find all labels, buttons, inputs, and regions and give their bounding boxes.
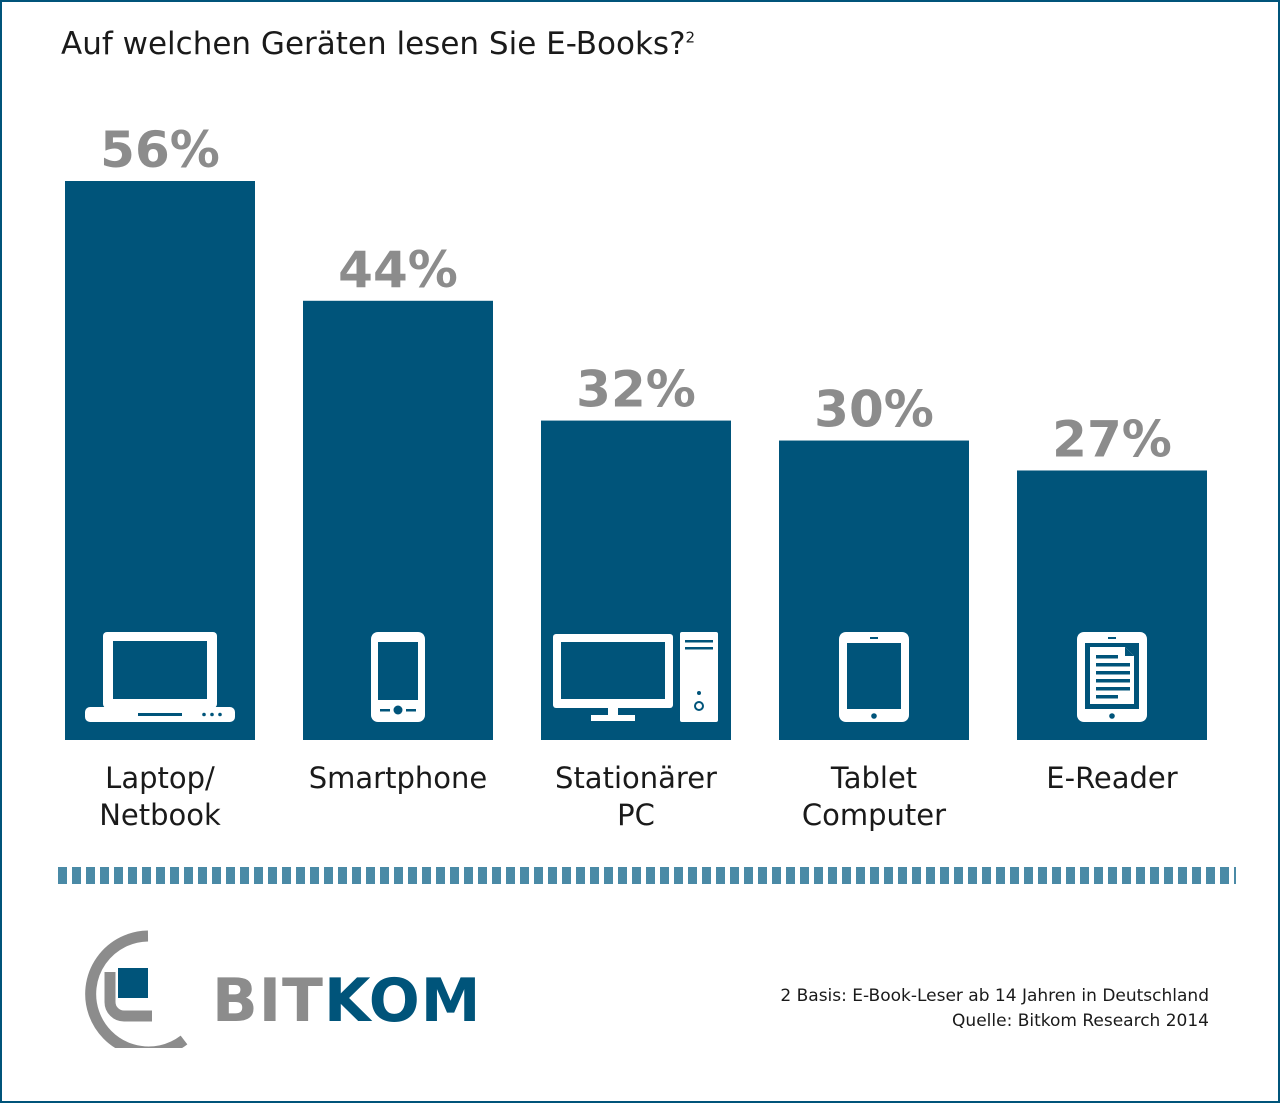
chart-title-text: Auf welchen Geräten lesen Sie E-Books? bbox=[61, 26, 686, 62]
value-label-2: 44% bbox=[338, 241, 458, 299]
category-label-line: Netbook bbox=[99, 798, 221, 832]
footnote-marker: 2 bbox=[685, 28, 696, 47]
desktop-pc-icon bbox=[553, 632, 718, 722]
category-label-line: Tablet bbox=[830, 761, 917, 795]
category-label-2: Smartphone bbox=[309, 761, 487, 795]
bitkom-logo-icon bbox=[85, 930, 188, 1058]
category-label-line: PC bbox=[617, 798, 655, 832]
category-label-line: Laptop/ bbox=[105, 761, 215, 795]
category-label-line: Computer bbox=[802, 798, 946, 832]
chart-title: Auf welchen Geräten lesen Sie E-Books?2 bbox=[61, 26, 695, 62]
value-label-4: 30% bbox=[814, 381, 934, 439]
dashed-divider bbox=[58, 867, 1236, 884]
value-label-1: 56% bbox=[100, 121, 220, 179]
category-label-line: E-Reader bbox=[1046, 761, 1177, 795]
category-label-line: Smartphone bbox=[309, 761, 487, 795]
bar-chart: 56% Laptop/Netbook 44% Smartphone 32% Station… bbox=[65, 121, 1207, 832]
tablet-icon bbox=[839, 632, 909, 722]
category-label-line: Stationärer bbox=[555, 761, 717, 795]
logo-part-kom: KOM bbox=[323, 966, 482, 1036]
value-label-5: 27% bbox=[1052, 410, 1172, 468]
footnote-source: Quelle: Bitkom Research 2014 bbox=[952, 1011, 1209, 1031]
e-reader-icon bbox=[1077, 632, 1147, 722]
logo-part-bit: BIT bbox=[212, 966, 324, 1036]
source-footnote: 2 Basis: E-Book-Leser ab 14 Jahren in De… bbox=[780, 984, 1209, 1034]
category-label-1: Laptop/Netbook bbox=[99, 761, 221, 832]
bitkom-logo: BITKOM bbox=[52, 928, 481, 1058]
bitkom-wordmark: BITKOM bbox=[212, 966, 482, 1036]
smartphone-icon bbox=[371, 632, 425, 722]
laptop-icon bbox=[85, 632, 235, 722]
category-label-5: E-Reader bbox=[1046, 761, 1177, 795]
footnote-basis: 2 Basis: E-Book-Leser ab 14 Jahren in De… bbox=[780, 986, 1209, 1006]
value-label-3: 32% bbox=[576, 361, 696, 419]
